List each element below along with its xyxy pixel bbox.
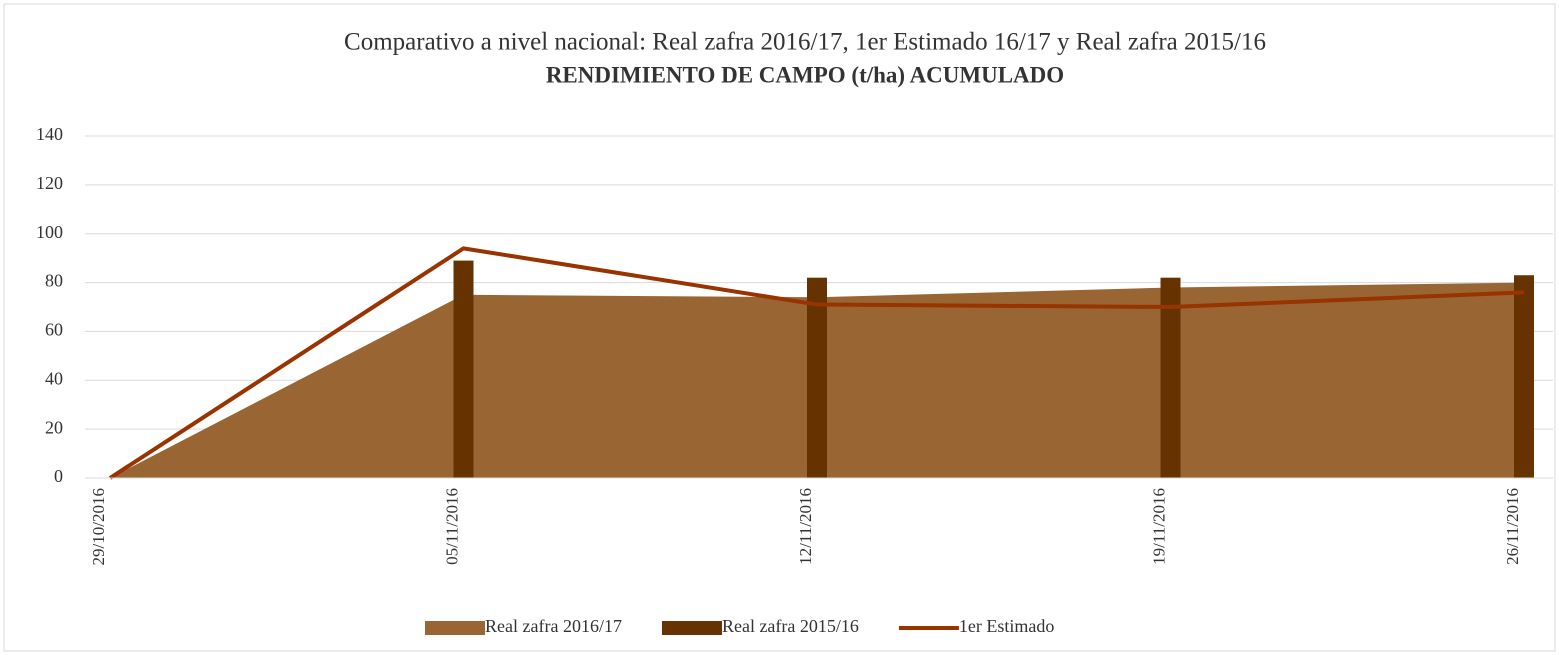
x-tick-label: 29/10/2016: [89, 488, 108, 565]
bar: [1514, 275, 1534, 478]
legend-label: Real zafra 2016/17: [485, 616, 622, 636]
y-tick-label: 80: [45, 271, 63, 291]
x-tick-label: 05/11/2016: [442, 488, 461, 565]
bar: [453, 260, 474, 478]
chart-subtitle: RENDIMIENTO DE CAMPO (t/ha) ACUMULADO: [546, 62, 1064, 87]
x-tick-label: 12/11/2016: [796, 488, 815, 565]
y-tick-label: 140: [36, 124, 63, 144]
legend-swatch: [425, 621, 485, 635]
y-tick-label: 100: [36, 222, 63, 242]
y-tick-label: 60: [45, 320, 63, 340]
y-tick-label: 120: [36, 173, 63, 193]
chart-title: Comparativo a nivel nacional: Real zafra…: [344, 29, 1266, 56]
legend-label: Real zafra 2015/16: [722, 616, 859, 636]
y-tick-label: 40: [45, 368, 63, 388]
x-tick-label: 26/11/2016: [1503, 488, 1522, 565]
legend-swatch: [661, 621, 722, 635]
bar: [807, 277, 827, 478]
bar: [1160, 277, 1181, 478]
y-tick-label: 20: [45, 417, 63, 437]
y-tick-label: 0: [54, 466, 63, 486]
line: [108, 246, 1525, 480]
legend-label: 1er Estimado: [959, 616, 1054, 636]
x-tick-label: 19/11/2016: [1149, 488, 1168, 565]
